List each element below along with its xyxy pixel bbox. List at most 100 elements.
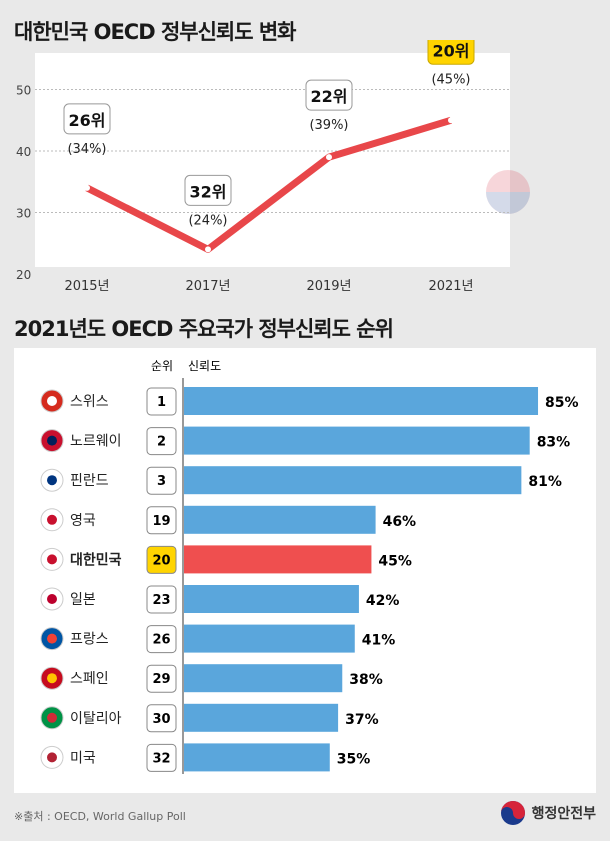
plot-area <box>35 53 510 267</box>
bar <box>184 743 330 772</box>
country-name: 미국 <box>70 750 96 766</box>
line-chart-title: 대한민국 OECD 정부신뢰도 변화 <box>14 20 296 44</box>
data-point <box>84 184 90 191</box>
bar-value-label: 37% <box>345 712 379 728</box>
data-point <box>448 117 454 124</box>
rank-column-header: 순위 <box>151 359 173 373</box>
bar <box>184 505 376 534</box>
country-name: 이탈리아 <box>70 711 122 727</box>
flag-mark <box>47 475 57 486</box>
norway-flag-icon <box>40 429 64 453</box>
series-line <box>85 116 453 253</box>
uk-flag-icon <box>40 508 64 532</box>
bar <box>184 664 343 693</box>
ministry-logo: 행정안전부 <box>500 800 596 826</box>
country-name: 대한민국 <box>70 551 122 568</box>
korea-flag-icon <box>40 547 64 571</box>
flag-mark <box>47 396 57 406</box>
y-tick-label: 20 <box>16 268 31 282</box>
rank-badge <box>63 103 111 135</box>
rank-badge <box>184 174 232 206</box>
rank-label: 26위 <box>69 111 106 130</box>
ministry-name: 행정안전부 <box>531 806 596 822</box>
rank-badge <box>427 40 475 65</box>
rank-value: 3 <box>157 474 166 489</box>
data-point <box>205 246 211 253</box>
data-point <box>326 154 332 161</box>
rank-box <box>146 625 177 654</box>
bar-value-label: 41% <box>362 633 396 649</box>
bar-value-label: 46% <box>383 514 417 530</box>
japan-flag-icon <box>40 587 64 611</box>
line-chart: 20 30 40 50 26위 (34%) 2015년 32위 (24%) 2017년 22위 (39… <box>16 40 530 294</box>
rank-box <box>146 387 177 416</box>
rank-box <box>146 743 177 772</box>
bar <box>184 585 359 613</box>
value-label: (24%) <box>188 213 227 228</box>
country-name: 일본 <box>70 592 96 608</box>
flag-mark <box>47 633 57 644</box>
rank-badge <box>305 79 353 111</box>
finland-flag-icon <box>40 468 64 492</box>
flag-circle-blue <box>486 192 530 214</box>
country-name: 영국 <box>70 513 96 529</box>
switzerland-flag-icon <box>40 389 64 413</box>
bar-value-label: 81% <box>528 474 562 490</box>
rank-value: 32 <box>152 751 170 766</box>
source-note: ※출처 : OECD, World Gallup Poll <box>14 810 186 823</box>
france-flag-icon <box>40 627 64 651</box>
bar <box>184 703 339 732</box>
bar <box>184 624 355 653</box>
flag-mark <box>47 712 57 723</box>
flag-mark <box>47 435 57 446</box>
taegeuk-logo-icon <box>500 801 525 825</box>
bar-value-label: 83% <box>537 435 571 451</box>
flag-mark <box>47 673 57 684</box>
korea-flag-watermark <box>486 170 530 214</box>
value-label: (39%) <box>309 118 348 133</box>
rank-value: 20 <box>152 553 170 568</box>
rank-value: 19 <box>152 514 170 529</box>
bar-value-label: 85% <box>545 395 579 411</box>
flag-circle <box>486 170 530 214</box>
rank-value: 1 <box>157 395 166 410</box>
rank-value: 30 <box>152 712 170 727</box>
bar-value-label: 38% <box>349 672 383 688</box>
rank-value: 23 <box>152 593 170 608</box>
value-label: (45%) <box>431 72 470 87</box>
bar-chart-title: 2021년도 OECD 주요국가 정부신뢰도 순위 <box>14 317 394 341</box>
bar <box>184 466 522 495</box>
y-tick-label: 30 <box>16 207 31 221</box>
x-tick-label: 2017년 <box>185 279 230 294</box>
rank-value: 2 <box>157 435 166 450</box>
usa-flag-icon <box>40 745 64 769</box>
country-name: 프랑스 <box>70 632 109 648</box>
rank-label: 20위 <box>433 41 470 60</box>
country-name: 핀란드 <box>70 473 109 489</box>
flag-mark <box>47 554 57 565</box>
bar-value-label: 35% <box>337 751 371 767</box>
country-name: 노르웨이 <box>70 434 122 450</box>
spain-flag-icon <box>40 666 64 690</box>
x-tick-label: 2019년 <box>306 279 351 294</box>
bar <box>184 545 372 574</box>
bar <box>184 387 539 415</box>
bar-value-label: 45% <box>378 553 412 569</box>
x-tick-label: 2021년 <box>428 279 473 294</box>
flag-mark <box>47 594 57 604</box>
rank-label: 22위 <box>311 87 348 106</box>
rank-box <box>146 704 177 733</box>
bar-value-label: 42% <box>366 593 400 609</box>
italy-flag-icon <box>40 706 64 730</box>
country-name: 스위스 <box>70 394 109 410</box>
flag-mark <box>47 752 57 763</box>
rank-box <box>146 506 177 535</box>
bar-chart-panel: 순위 신뢰도 스위스 1 85% 노르웨이 2 83% 핀란드 3 81% 영국 19 46% 대한민국 20… <box>14 348 596 793</box>
rank-box <box>146 664 177 693</box>
rank-value: 29 <box>152 672 170 687</box>
country-name: 스페인 <box>70 671 109 687</box>
y-tick-label: 50 <box>16 84 31 98</box>
x-tick-label: 2015년 <box>64 279 109 294</box>
rank-box <box>146 427 177 456</box>
